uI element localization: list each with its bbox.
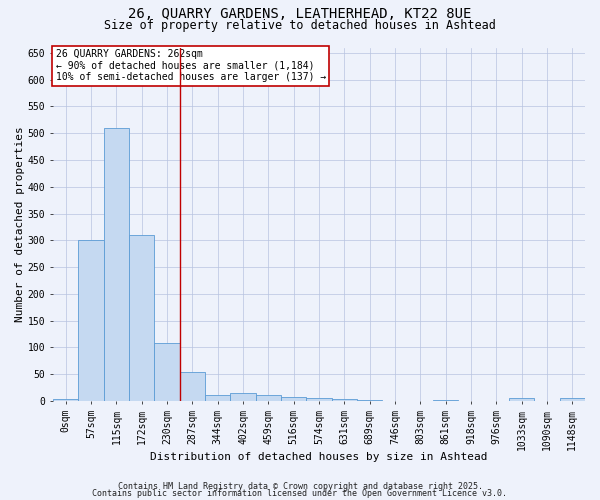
Y-axis label: Number of detached properties: Number of detached properties bbox=[15, 126, 25, 322]
Bar bbox=[205, 394, 230, 401]
Bar bbox=[281, 396, 307, 401]
Bar bbox=[307, 398, 332, 401]
Bar bbox=[179, 372, 205, 401]
Bar bbox=[104, 128, 129, 401]
Bar bbox=[154, 343, 179, 401]
Bar bbox=[79, 240, 104, 401]
Bar bbox=[357, 400, 382, 401]
Text: 26 QUARRY GARDENS: 262sqm
← 90% of detached houses are smaller (1,184)
10% of se: 26 QUARRY GARDENS: 262sqm ← 90% of detac… bbox=[56, 50, 326, 82]
Text: Size of property relative to detached houses in Ashtead: Size of property relative to detached ho… bbox=[104, 19, 496, 32]
X-axis label: Distribution of detached houses by size in Ashtead: Distribution of detached houses by size … bbox=[150, 452, 488, 462]
Text: 26, QUARRY GARDENS, LEATHERHEAD, KT22 8UE: 26, QUARRY GARDENS, LEATHERHEAD, KT22 8U… bbox=[128, 8, 472, 22]
Bar bbox=[433, 400, 458, 401]
Bar bbox=[560, 398, 585, 401]
Bar bbox=[256, 394, 281, 401]
Text: Contains HM Land Registry data © Crown copyright and database right 2025.: Contains HM Land Registry data © Crown c… bbox=[118, 482, 482, 491]
Bar bbox=[230, 393, 256, 401]
Bar bbox=[53, 400, 79, 401]
Bar bbox=[129, 235, 154, 401]
Bar bbox=[332, 399, 357, 401]
Bar bbox=[509, 398, 535, 401]
Text: Contains public sector information licensed under the Open Government Licence v3: Contains public sector information licen… bbox=[92, 490, 508, 498]
